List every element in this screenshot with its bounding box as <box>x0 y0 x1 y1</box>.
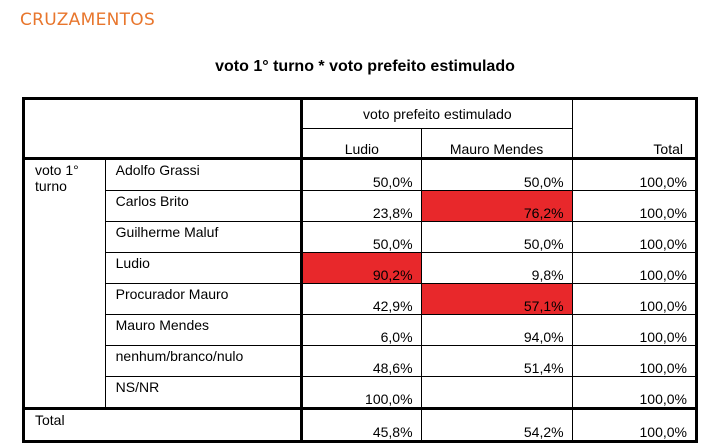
total-row: Total 45,8% 54,2% 100,0% <box>21 407 699 443</box>
table-row: Mauro Mendes 6,0% 94,0% 100,0% <box>24 314 699 346</box>
table-row: Ludio 90,2% 9,8% 100,0% <box>24 252 699 284</box>
cell-total: 100,0% <box>571 283 699 315</box>
table-row: voto 1° turno Adolfo Grassi 50,0% 50,0% 100,… <box>22 158 699 409</box>
cell-ludio: 23,8% <box>300 190 422 222</box>
cell-mauro-mendes: 50,0% <box>420 221 573 253</box>
cell-total: 100,0% <box>571 252 699 284</box>
total-label: Total <box>21 407 302 443</box>
section-label: CRUZAMENTOS <box>20 10 156 30</box>
cell-total: 100,0% <box>571 314 699 346</box>
row-label: Mauro Mendes <box>104 314 302 346</box>
cell-mauro-mendes: 9,8% <box>420 252 573 284</box>
total-total: 100,0% <box>571 407 699 443</box>
row-label: Procurador Mauro <box>104 283 302 315</box>
cell-ludio: 50,0% <box>300 221 422 253</box>
cell-total: 100,0% <box>571 221 699 253</box>
col-header-total: Total <box>571 97 699 160</box>
row-label: Guilherme Maluf <box>104 221 302 253</box>
crosstab-table: voto prefeito estimulado Total Ludio Mau… <box>21 97 699 443</box>
cell-mauro-mendes: 57,1% <box>420 283 573 315</box>
cell-total: 100,0% <box>571 345 699 377</box>
cell-mauro-mendes <box>420 376 573 409</box>
col-header-ludio: Ludio <box>300 128 422 160</box>
cell-total: 100,0% <box>571 376 699 409</box>
table-row: Guilherme Maluf 50,0% 50,0% 100,0% <box>24 221 699 253</box>
cell-ludio: 6,0% <box>300 314 422 346</box>
total-ludio: 45,8% <box>300 407 422 443</box>
row-group-label: voto 1° turno <box>22 158 106 409</box>
cell-mauro-mendes: 76,2% <box>420 190 573 222</box>
row-label: nenhum/branco/nulo <box>104 345 302 377</box>
cell-ludio: 90,2% <box>300 252 422 284</box>
row-label: NS/NR <box>104 376 302 409</box>
total-mauro-mendes: 54,2% <box>420 407 573 443</box>
cell-mauro-mendes: 94,0% <box>420 314 573 346</box>
col-header-mauro-mendes: Mauro Mendes <box>420 128 573 160</box>
cell-ludio: 48,6% <box>300 345 422 377</box>
header-row-2: Ludio Mauro Mendes <box>24 128 697 160</box>
cell-total: 100,0% <box>571 190 699 222</box>
row-label: Adolfo Grassi <box>104 158 302 191</box>
table-title: voto 1° turno * voto prefeito estimulado <box>215 58 515 75</box>
row-label: Ludio <box>104 252 302 284</box>
cell-ludio: 100,0% <box>300 376 422 409</box>
cell-mauro-mendes: 50,0% <box>420 158 573 191</box>
cell-total: 100,0% <box>571 158 699 191</box>
header-row-1: voto prefeito estimulado Total <box>21 97 699 160</box>
table-row: Procurador Mauro 42,9% 57,1% 100,0% <box>24 283 699 315</box>
cell-ludio: 42,9% <box>300 283 422 315</box>
group-header: voto prefeito estimulado <box>300 97 573 129</box>
table-row: nenhum/branco/nulo 48,6% 51,4% 100,0% <box>24 345 699 377</box>
cell-mauro-mendes: 51,4% <box>420 345 573 377</box>
table-row: Carlos Brito 23,8% 76,2% 100,0% <box>24 190 699 222</box>
cell-ludio: 50,0% <box>300 158 422 191</box>
header-corner <box>21 97 302 160</box>
table-row: NS/NR 100,0% 100,0% <box>24 376 699 409</box>
row-label: Carlos Brito <box>104 190 302 222</box>
